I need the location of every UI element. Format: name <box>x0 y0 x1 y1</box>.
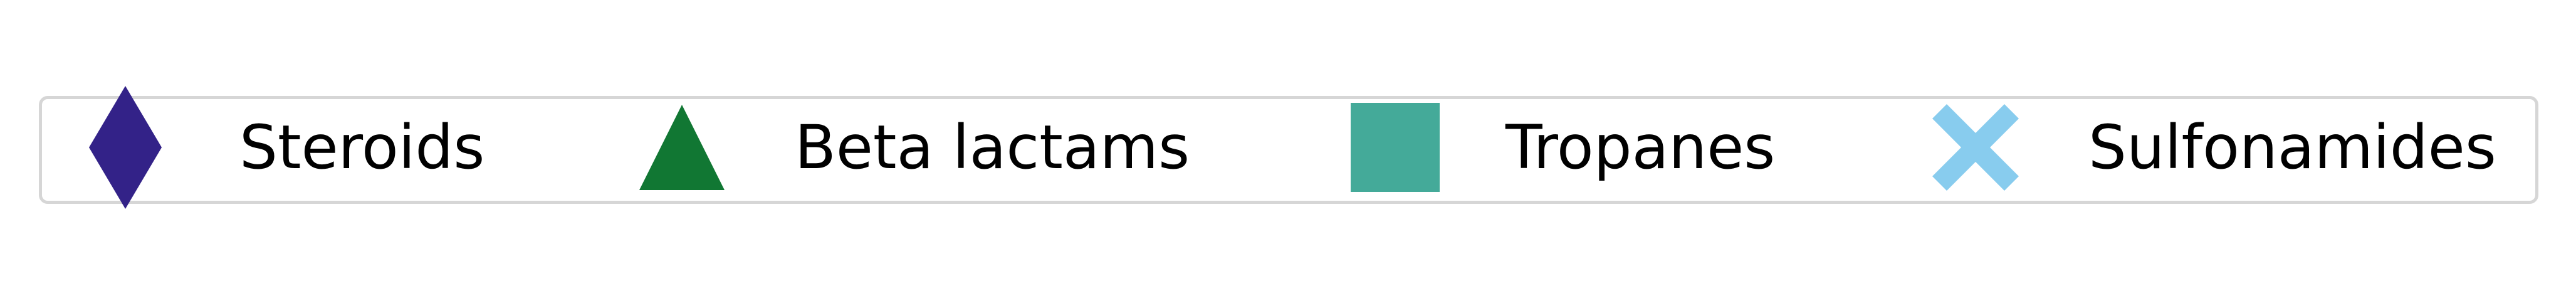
legend-label-sulfonamides: Sulfonamides <box>2088 112 2496 183</box>
legend-marker-steroids <box>89 86 162 209</box>
legend-label-steroids: Steroids <box>239 112 484 183</box>
legend-label-beta-lactams: Beta lactams <box>795 112 1190 183</box>
legend-marker-beta-lactams <box>639 105 725 190</box>
legend-item-sulfonamides: Sulfonamides <box>1932 104 2496 191</box>
legend-item-steroids: Steroids <box>89 86 484 209</box>
legend-label-tropanes: Tropanes <box>1505 112 1775 183</box>
legend-frame <box>39 96 2538 204</box>
legend-item-beta-lactams: Beta lactams <box>639 105 1190 190</box>
legend-marker-tropanes <box>1351 103 1440 192</box>
legend-marker-sulfonamides <box>1932 104 2019 191</box>
legend-item-tropanes: Tropanes <box>1351 103 1775 192</box>
